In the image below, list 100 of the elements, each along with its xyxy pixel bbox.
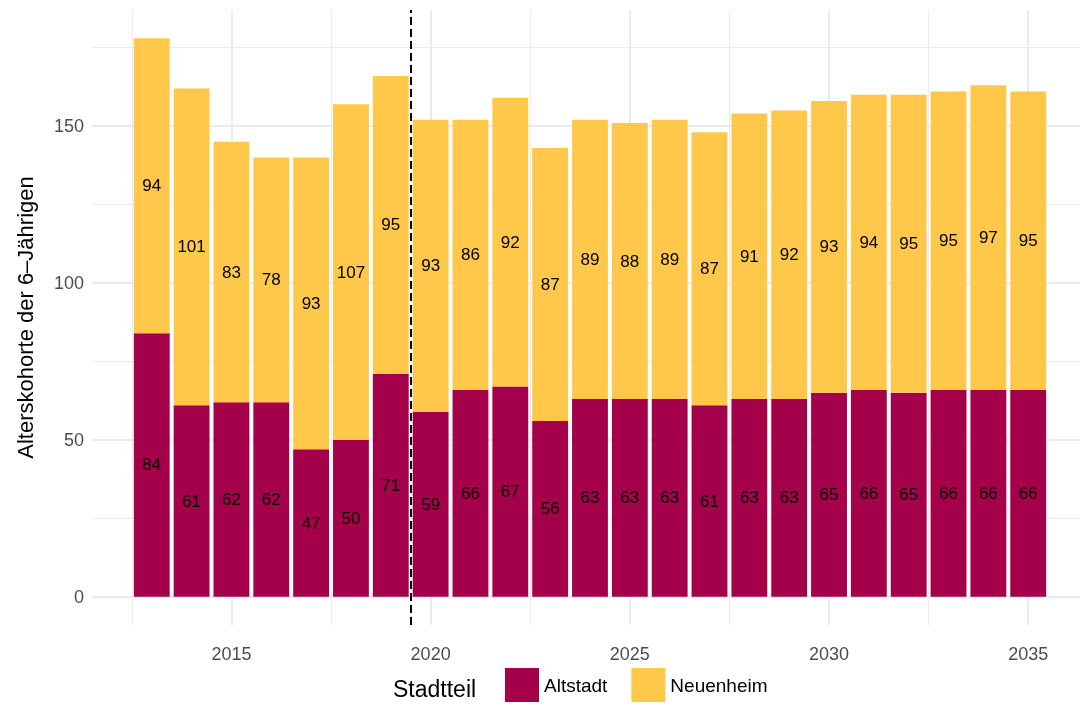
bar xyxy=(213,141,250,403)
data-label: 63 xyxy=(779,488,799,508)
data-label: 67 xyxy=(500,482,520,502)
legend-label: Altstadt xyxy=(544,674,609,696)
bar xyxy=(452,119,489,390)
bar xyxy=(213,402,250,597)
bar xyxy=(811,100,847,393)
data-label: 61 xyxy=(182,491,202,511)
data-label: 84 xyxy=(142,455,162,475)
bar xyxy=(611,399,648,597)
bar xyxy=(771,110,808,400)
data-label: 63 xyxy=(739,488,759,508)
bar xyxy=(691,132,728,406)
bar xyxy=(731,399,768,597)
data-label: 65 xyxy=(819,485,839,505)
y-tick-label: 50 xyxy=(63,429,84,450)
bar xyxy=(293,157,330,450)
bar xyxy=(572,399,608,597)
bar xyxy=(731,113,768,400)
bar xyxy=(412,119,449,412)
y-tick-label: 0 xyxy=(73,586,84,607)
y-axis-title: Alterskohorte der 6–Jährigen xyxy=(12,176,38,459)
data-label: 62 xyxy=(221,489,241,509)
bar xyxy=(253,402,290,597)
bar xyxy=(651,119,688,400)
x-tick-label: 2020 xyxy=(410,644,451,664)
data-label: 66 xyxy=(978,483,998,503)
data-label: 94 xyxy=(142,176,162,196)
bar xyxy=(930,91,967,390)
x-tick-label: 2035 xyxy=(1008,644,1049,664)
data-label: 89 xyxy=(660,249,680,269)
data-label: 62 xyxy=(261,489,281,509)
data-label: 87 xyxy=(700,259,719,279)
bar xyxy=(1010,389,1047,597)
data-label: 88 xyxy=(620,251,640,271)
bar xyxy=(850,389,887,597)
bar xyxy=(492,97,529,387)
data-label: 93 xyxy=(301,293,321,313)
bar xyxy=(532,148,569,422)
bar xyxy=(173,405,210,597)
data-label: 95 xyxy=(939,231,958,251)
bar xyxy=(1010,91,1047,390)
x-tick-label: 2025 xyxy=(609,644,650,664)
bar xyxy=(492,386,529,597)
data-label: 95 xyxy=(381,215,401,235)
data-label: 95 xyxy=(899,234,919,254)
x-tick-label: 2030 xyxy=(808,644,850,664)
bar xyxy=(452,389,489,597)
data-label: 101 xyxy=(177,237,206,257)
data-label: 66 xyxy=(939,483,958,503)
data-label: 63 xyxy=(620,488,640,508)
data-label: 66 xyxy=(859,483,879,503)
data-label: 63 xyxy=(660,488,680,508)
data-label: 91 xyxy=(739,246,759,266)
bar xyxy=(970,85,1007,390)
legend-title: Stadtteil xyxy=(393,675,477,702)
data-label: 95 xyxy=(1018,231,1038,251)
bar xyxy=(651,399,688,597)
data-label: 50 xyxy=(341,508,361,528)
bar xyxy=(890,392,927,597)
bar xyxy=(133,38,170,334)
data-label: 94 xyxy=(859,232,879,252)
bar xyxy=(133,333,170,597)
bar xyxy=(930,389,967,597)
data-label: 56 xyxy=(540,499,560,519)
data-label: 107 xyxy=(336,262,366,282)
bar xyxy=(372,75,409,374)
bar xyxy=(771,399,808,597)
data-label: 66 xyxy=(1018,483,1038,503)
data-label: 83 xyxy=(221,262,241,282)
data-label: 97 xyxy=(978,227,998,247)
data-label: 89 xyxy=(580,249,600,269)
bar xyxy=(333,104,369,440)
data-label: 65 xyxy=(899,485,919,505)
legend-label: Neuenheim xyxy=(670,674,768,696)
bar xyxy=(611,122,648,400)
data-label: 93 xyxy=(819,237,839,257)
data-label: 63 xyxy=(580,488,600,508)
bar xyxy=(253,157,290,403)
bar xyxy=(850,94,887,390)
data-label: 86 xyxy=(461,245,480,265)
data-label: 59 xyxy=(421,494,441,514)
data-label: 87 xyxy=(540,275,560,295)
bar xyxy=(173,88,210,406)
data-label: 71 xyxy=(381,475,401,495)
data-label: 47 xyxy=(301,513,321,533)
bar xyxy=(333,439,369,597)
data-label: 92 xyxy=(779,245,799,265)
data-label: 61 xyxy=(700,491,719,511)
bar xyxy=(412,411,449,597)
data-label: 93 xyxy=(421,256,441,276)
bar xyxy=(532,421,569,597)
x-tick-label: 2015 xyxy=(211,644,252,664)
y-tick-label: 100 xyxy=(53,272,84,293)
bar xyxy=(691,405,728,597)
data-label: 92 xyxy=(500,232,520,252)
data-label: 78 xyxy=(261,270,281,290)
bar xyxy=(372,373,409,597)
data-label: 66 xyxy=(461,483,480,503)
y-tick-label: 150 xyxy=(53,116,84,137)
